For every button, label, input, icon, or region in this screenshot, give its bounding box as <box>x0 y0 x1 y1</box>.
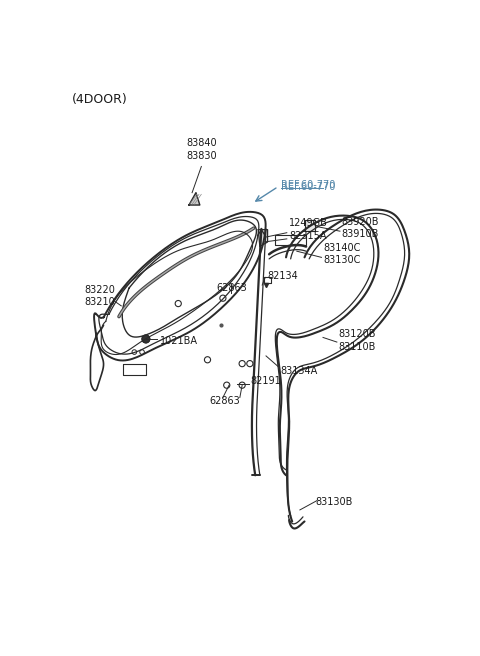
Polygon shape <box>304 220 315 231</box>
Text: 83140C
83130C: 83140C 83130C <box>323 243 360 266</box>
Text: 83840
83830: 83840 83830 <box>186 138 216 161</box>
Text: 83134A: 83134A <box>280 366 317 377</box>
Text: 82191: 82191 <box>251 375 281 386</box>
Text: 1249GB
82315A: 1249GB 82315A <box>289 218 328 241</box>
Text: 83920B
83910B: 83920B 83910B <box>341 217 379 239</box>
Text: 62863: 62863 <box>209 396 240 405</box>
Polygon shape <box>189 193 200 205</box>
Text: 82134: 82134 <box>267 271 298 281</box>
Circle shape <box>142 335 150 343</box>
Text: REF.60-770: REF.60-770 <box>281 180 336 190</box>
Text: 62863: 62863 <box>217 283 248 293</box>
Text: 83220
83210: 83220 83210 <box>84 285 115 307</box>
Text: 83120B
83110B: 83120B 83110B <box>338 329 376 352</box>
Text: (4DOOR): (4DOOR) <box>72 92 128 106</box>
Text: REF.60-770: REF.60-770 <box>281 182 336 192</box>
Text: 1021BA: 1021BA <box>160 335 198 346</box>
Text: 83130B: 83130B <box>315 497 353 507</box>
Polygon shape <box>258 230 267 247</box>
